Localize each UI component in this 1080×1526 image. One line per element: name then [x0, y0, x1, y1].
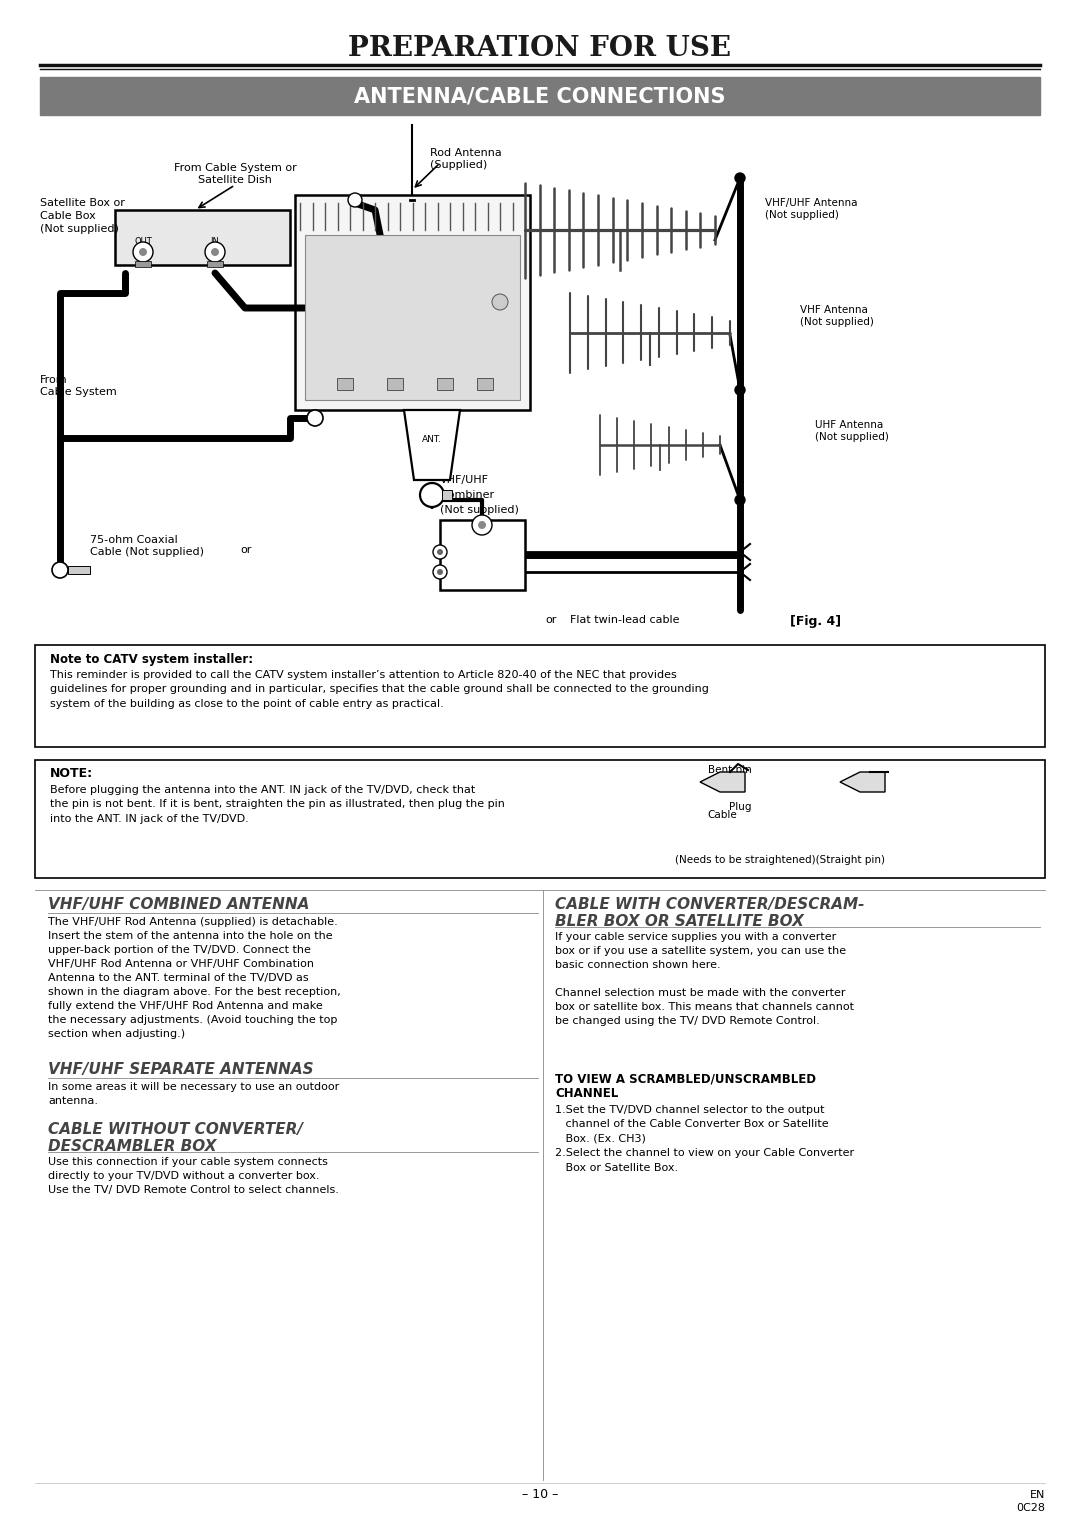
Text: From
Cable System: From Cable System	[40, 375, 117, 397]
Bar	[442, 490, 453, 501]
Circle shape	[139, 249, 147, 256]
Bar	[437, 378, 453, 391]
Text: Bent pin: Bent pin	[708, 765, 752, 775]
Text: OUT: OUT	[134, 238, 152, 247]
Text: Use this connection if your cable system connects
directly to your TV/DVD withou: Use this connection if your cable system…	[48, 1157, 339, 1195]
Text: Combiner: Combiner	[440, 490, 495, 501]
Bar	[207, 261, 222, 267]
Text: In some areas it will be necessary to use an outdoor
antenna.: In some areas it will be necessary to us…	[48, 1082, 339, 1106]
Text: VHF/UHF COMBINED ANTENNA: VHF/UHF COMBINED ANTENNA	[48, 897, 309, 913]
Bar	[35, 760, 1045, 877]
Circle shape	[735, 385, 745, 395]
Circle shape	[52, 562, 68, 578]
Bar	[387, 378, 403, 391]
Circle shape	[472, 514, 492, 536]
Bar	[68, 566, 90, 574]
Text: VHF/UHF Antenna
(Not supplied): VHF/UHF Antenna (Not supplied)	[765, 198, 858, 220]
Circle shape	[433, 545, 447, 559]
Text: EN
0C28: EN 0C28	[1016, 1489, 1045, 1514]
Text: The VHF/UHF Rod Antenna (supplied) is detachable.
Insert the stem of the antenna: The VHF/UHF Rod Antenna (supplied) is de…	[48, 917, 341, 1039]
Text: NOTE:: NOTE:	[50, 768, 93, 780]
Text: 75-ohm Coaxial
Cable (Not supplied): 75-ohm Coaxial Cable (Not supplied)	[90, 536, 204, 557]
Text: If your cable service supplies you with a converter
box or if you use a satellit: If your cable service supplies you with …	[555, 932, 854, 1025]
Text: or: or	[240, 545, 252, 555]
Text: VHF/UHF: VHF/UHF	[440, 475, 489, 485]
Text: Flat twin-lead cable: Flat twin-lead cable	[570, 615, 679, 626]
Text: Rod Antenna
(Supplied): Rod Antenna (Supplied)	[430, 148, 502, 171]
Bar	[440, 520, 525, 591]
Polygon shape	[840, 772, 885, 792]
Circle shape	[133, 243, 153, 262]
Circle shape	[307, 410, 323, 426]
Circle shape	[205, 243, 225, 262]
Text: or: or	[545, 615, 556, 626]
Text: VHF/UHF SEPARATE ANTENNAS: VHF/UHF SEPARATE ANTENNAS	[48, 1062, 313, 1077]
Circle shape	[437, 569, 443, 575]
Text: Before plugging the antenna into the ANT. IN jack of the TV/DVD, check that
the : Before plugging the antenna into the ANT…	[50, 784, 504, 824]
Text: – 10 –: – 10 –	[522, 1488, 558, 1502]
Circle shape	[433, 565, 447, 578]
Circle shape	[492, 295, 508, 310]
Text: (Not supplied): (Not supplied)	[440, 505, 518, 514]
Bar	[477, 378, 492, 391]
Text: or: or	[426, 494, 436, 505]
Circle shape	[420, 484, 444, 507]
Text: IN: IN	[211, 238, 219, 247]
Bar	[305, 235, 519, 400]
Text: (Needs to be straightened)(Straight pin): (Needs to be straightened)(Straight pin)	[675, 855, 885, 865]
Text: Note to CATV system installer:: Note to CATV system installer:	[50, 653, 253, 665]
Polygon shape	[700, 772, 745, 792]
Circle shape	[348, 192, 362, 208]
Text: This reminder is provided to call the CATV system installer’s attention to Artic: This reminder is provided to call the CA…	[50, 670, 708, 708]
Bar	[337, 378, 353, 391]
Text: Satellite Box or
Cable Box
(Not supplied): Satellite Box or Cable Box (Not supplied…	[40, 198, 125, 233]
Circle shape	[735, 494, 745, 505]
Text: Plug: Plug	[729, 803, 752, 812]
Bar	[35, 645, 1045, 748]
Text: ANTENNA/CABLE CONNECTIONS: ANTENNA/CABLE CONNECTIONS	[354, 85, 726, 105]
Circle shape	[437, 549, 443, 555]
Text: ANT.: ANT.	[422, 435, 442, 444]
Text: From Cable System or
Satellite Dish: From Cable System or Satellite Dish	[174, 163, 296, 185]
Text: VHF Antenna
(Not supplied): VHF Antenna (Not supplied)	[800, 305, 874, 328]
Bar	[40, 76, 1040, 114]
Text: or: or	[426, 465, 436, 475]
Text: Cable: Cable	[707, 810, 737, 819]
Bar	[295, 195, 530, 410]
Bar	[135, 261, 151, 267]
Text: PREPARATION FOR USE: PREPARATION FOR USE	[349, 35, 731, 61]
Text: 1.Set the TV/DVD channel selector to the output
   channel of the Cable Converte: 1.Set the TV/DVD channel selector to the…	[555, 1105, 854, 1172]
Text: UHF Antenna
(Not supplied): UHF Antenna (Not supplied)	[815, 420, 889, 443]
Bar	[114, 211, 291, 266]
Circle shape	[478, 520, 486, 530]
Text: [Fig. 4]: [Fig. 4]	[789, 615, 841, 629]
Polygon shape	[404, 410, 460, 481]
Circle shape	[211, 249, 219, 256]
Text: TO VIEW A SCRAMBLED/UNSCRAMBLED
CHANNEL: TO VIEW A SCRAMBLED/UNSCRAMBLED CHANNEL	[555, 1071, 816, 1100]
Text: CABLE WITH CONVERTER/DESCRAM-
BLER BOX OR SATELLITE BOX: CABLE WITH CONVERTER/DESCRAM- BLER BOX O…	[555, 897, 864, 929]
Text: CABLE WITHOUT CONVERTER/
DESCRAMBLER BOX: CABLE WITHOUT CONVERTER/ DESCRAMBLER BOX	[48, 1122, 303, 1154]
Circle shape	[735, 172, 745, 183]
